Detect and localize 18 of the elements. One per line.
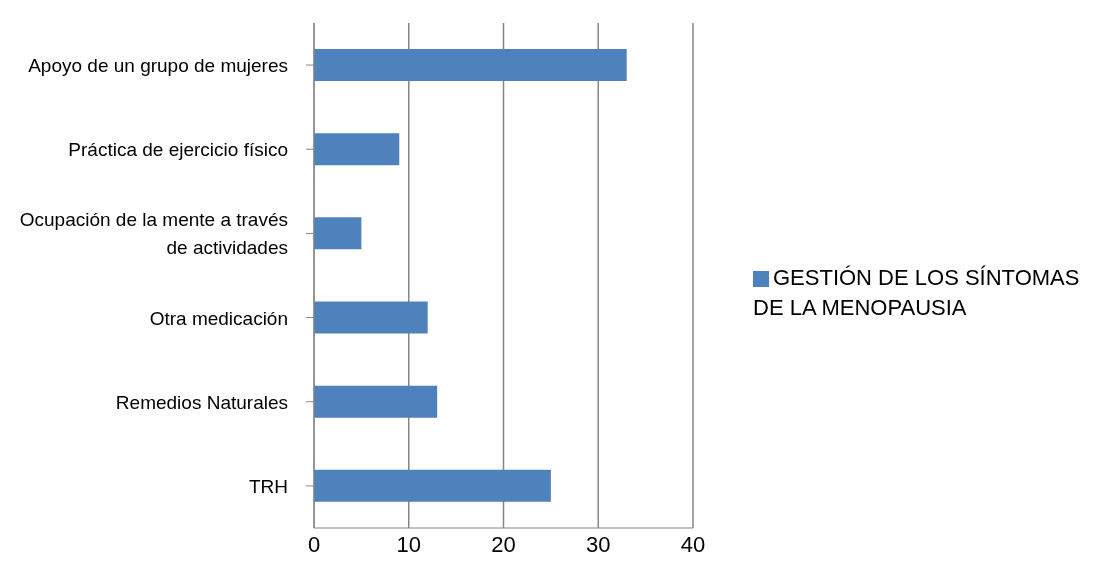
y-tick-label: Remedios Naturales <box>115 391 288 413</box>
x-tick-label: 10 <box>396 531 421 557</box>
x-tick-label: 0 <box>307 531 321 557</box>
bar <box>314 469 551 502</box>
x-tick-label: 30 <box>586 531 611 557</box>
y-tick-label: Otra medicación <box>149 307 288 329</box>
bar <box>314 217 362 250</box>
y-tick-label: Ocupación de la mente a través de actividades <box>19 208 288 258</box>
bar <box>314 385 438 418</box>
y-tick-label: Práctica de ejercicio físico <box>68 138 288 160</box>
x-tick-label: 40 <box>680 531 706 557</box>
y-tick-label: TRH <box>248 475 288 497</box>
bar <box>314 133 400 166</box>
x-tick-label: 20 <box>491 531 516 557</box>
bar <box>314 49 627 81</box>
bar <box>314 301 428 334</box>
y-tick-label: Apoyo de un grupo de mujeres <box>28 54 288 76</box>
legend-label: GESTIÓN DE LOS SÍNTOMAS DE LA MENOPAUSIA <box>753 265 1080 320</box>
